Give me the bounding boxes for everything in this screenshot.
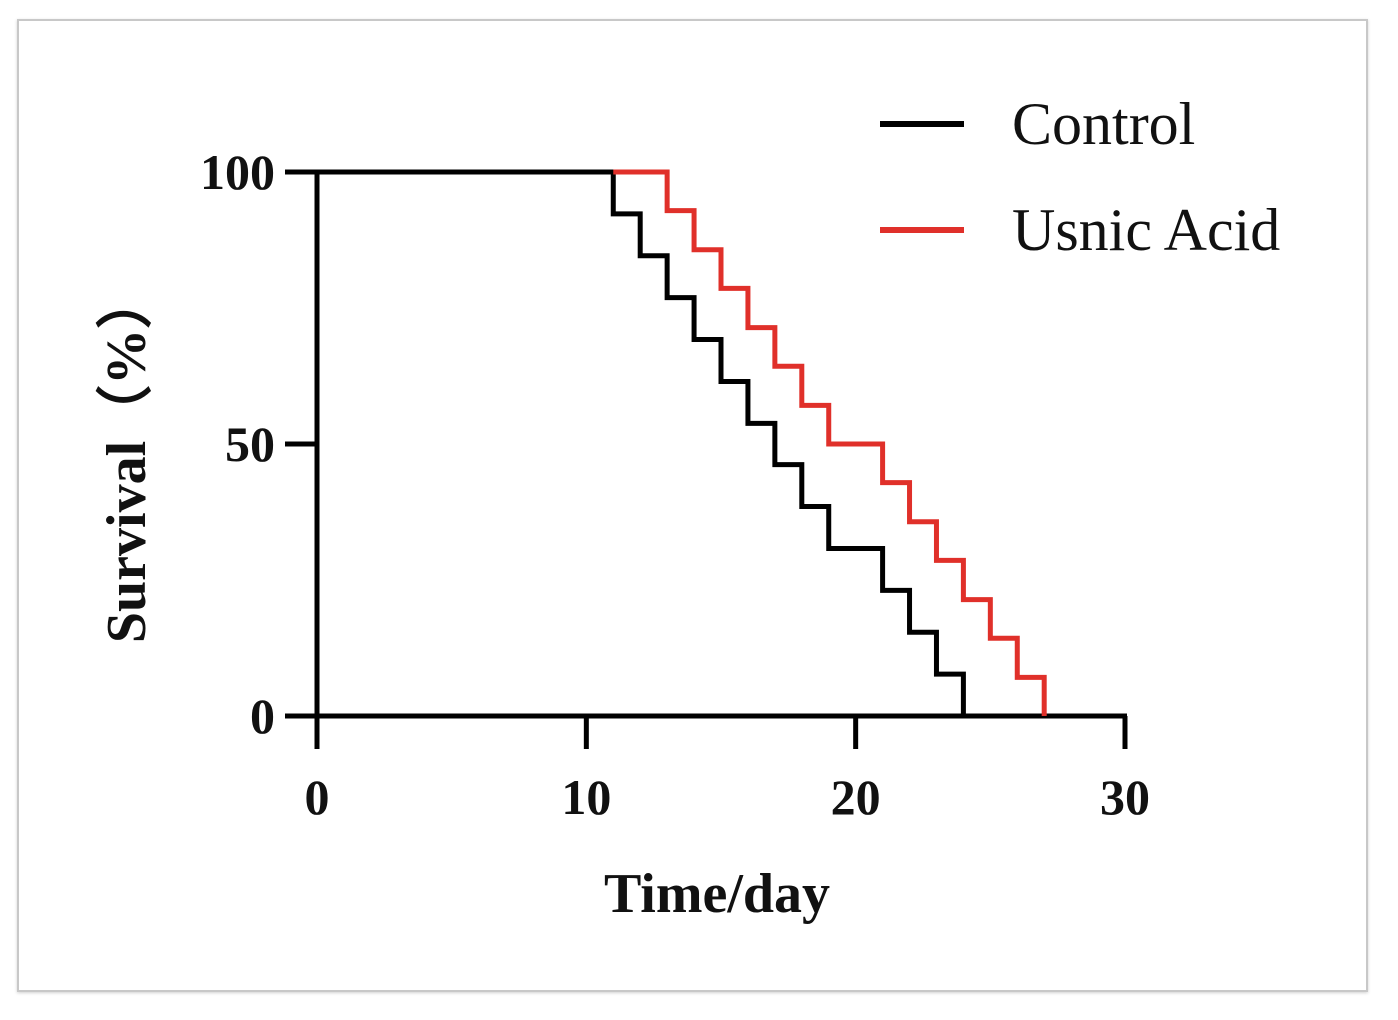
figure-frame xyxy=(17,19,1368,992)
series-layer xyxy=(317,169,1047,716)
x-tick-label: 30 xyxy=(1100,769,1150,825)
x-tick-label: 0 xyxy=(305,769,330,825)
y-tick-label: 0 xyxy=(250,688,275,744)
x-tick-label: 10 xyxy=(561,769,611,825)
x-axis-title: Time/day xyxy=(604,863,830,925)
series-line-usnic-acid xyxy=(613,169,1047,716)
series-line-control xyxy=(317,169,966,716)
x-tick-label: 20 xyxy=(831,769,881,825)
axes: 0 50 100 0 10 20 30 xyxy=(200,144,1150,825)
legend: Control Usnic Acid xyxy=(880,91,1280,263)
y-tick-label: 100 xyxy=(200,144,275,200)
legend-label-usnic-acid: Usnic Acid xyxy=(1012,197,1280,263)
y-tick-label: 50 xyxy=(225,416,275,472)
y-axis-title: Survival（%） xyxy=(95,273,158,643)
legend-label-control: Control xyxy=(1012,91,1195,157)
